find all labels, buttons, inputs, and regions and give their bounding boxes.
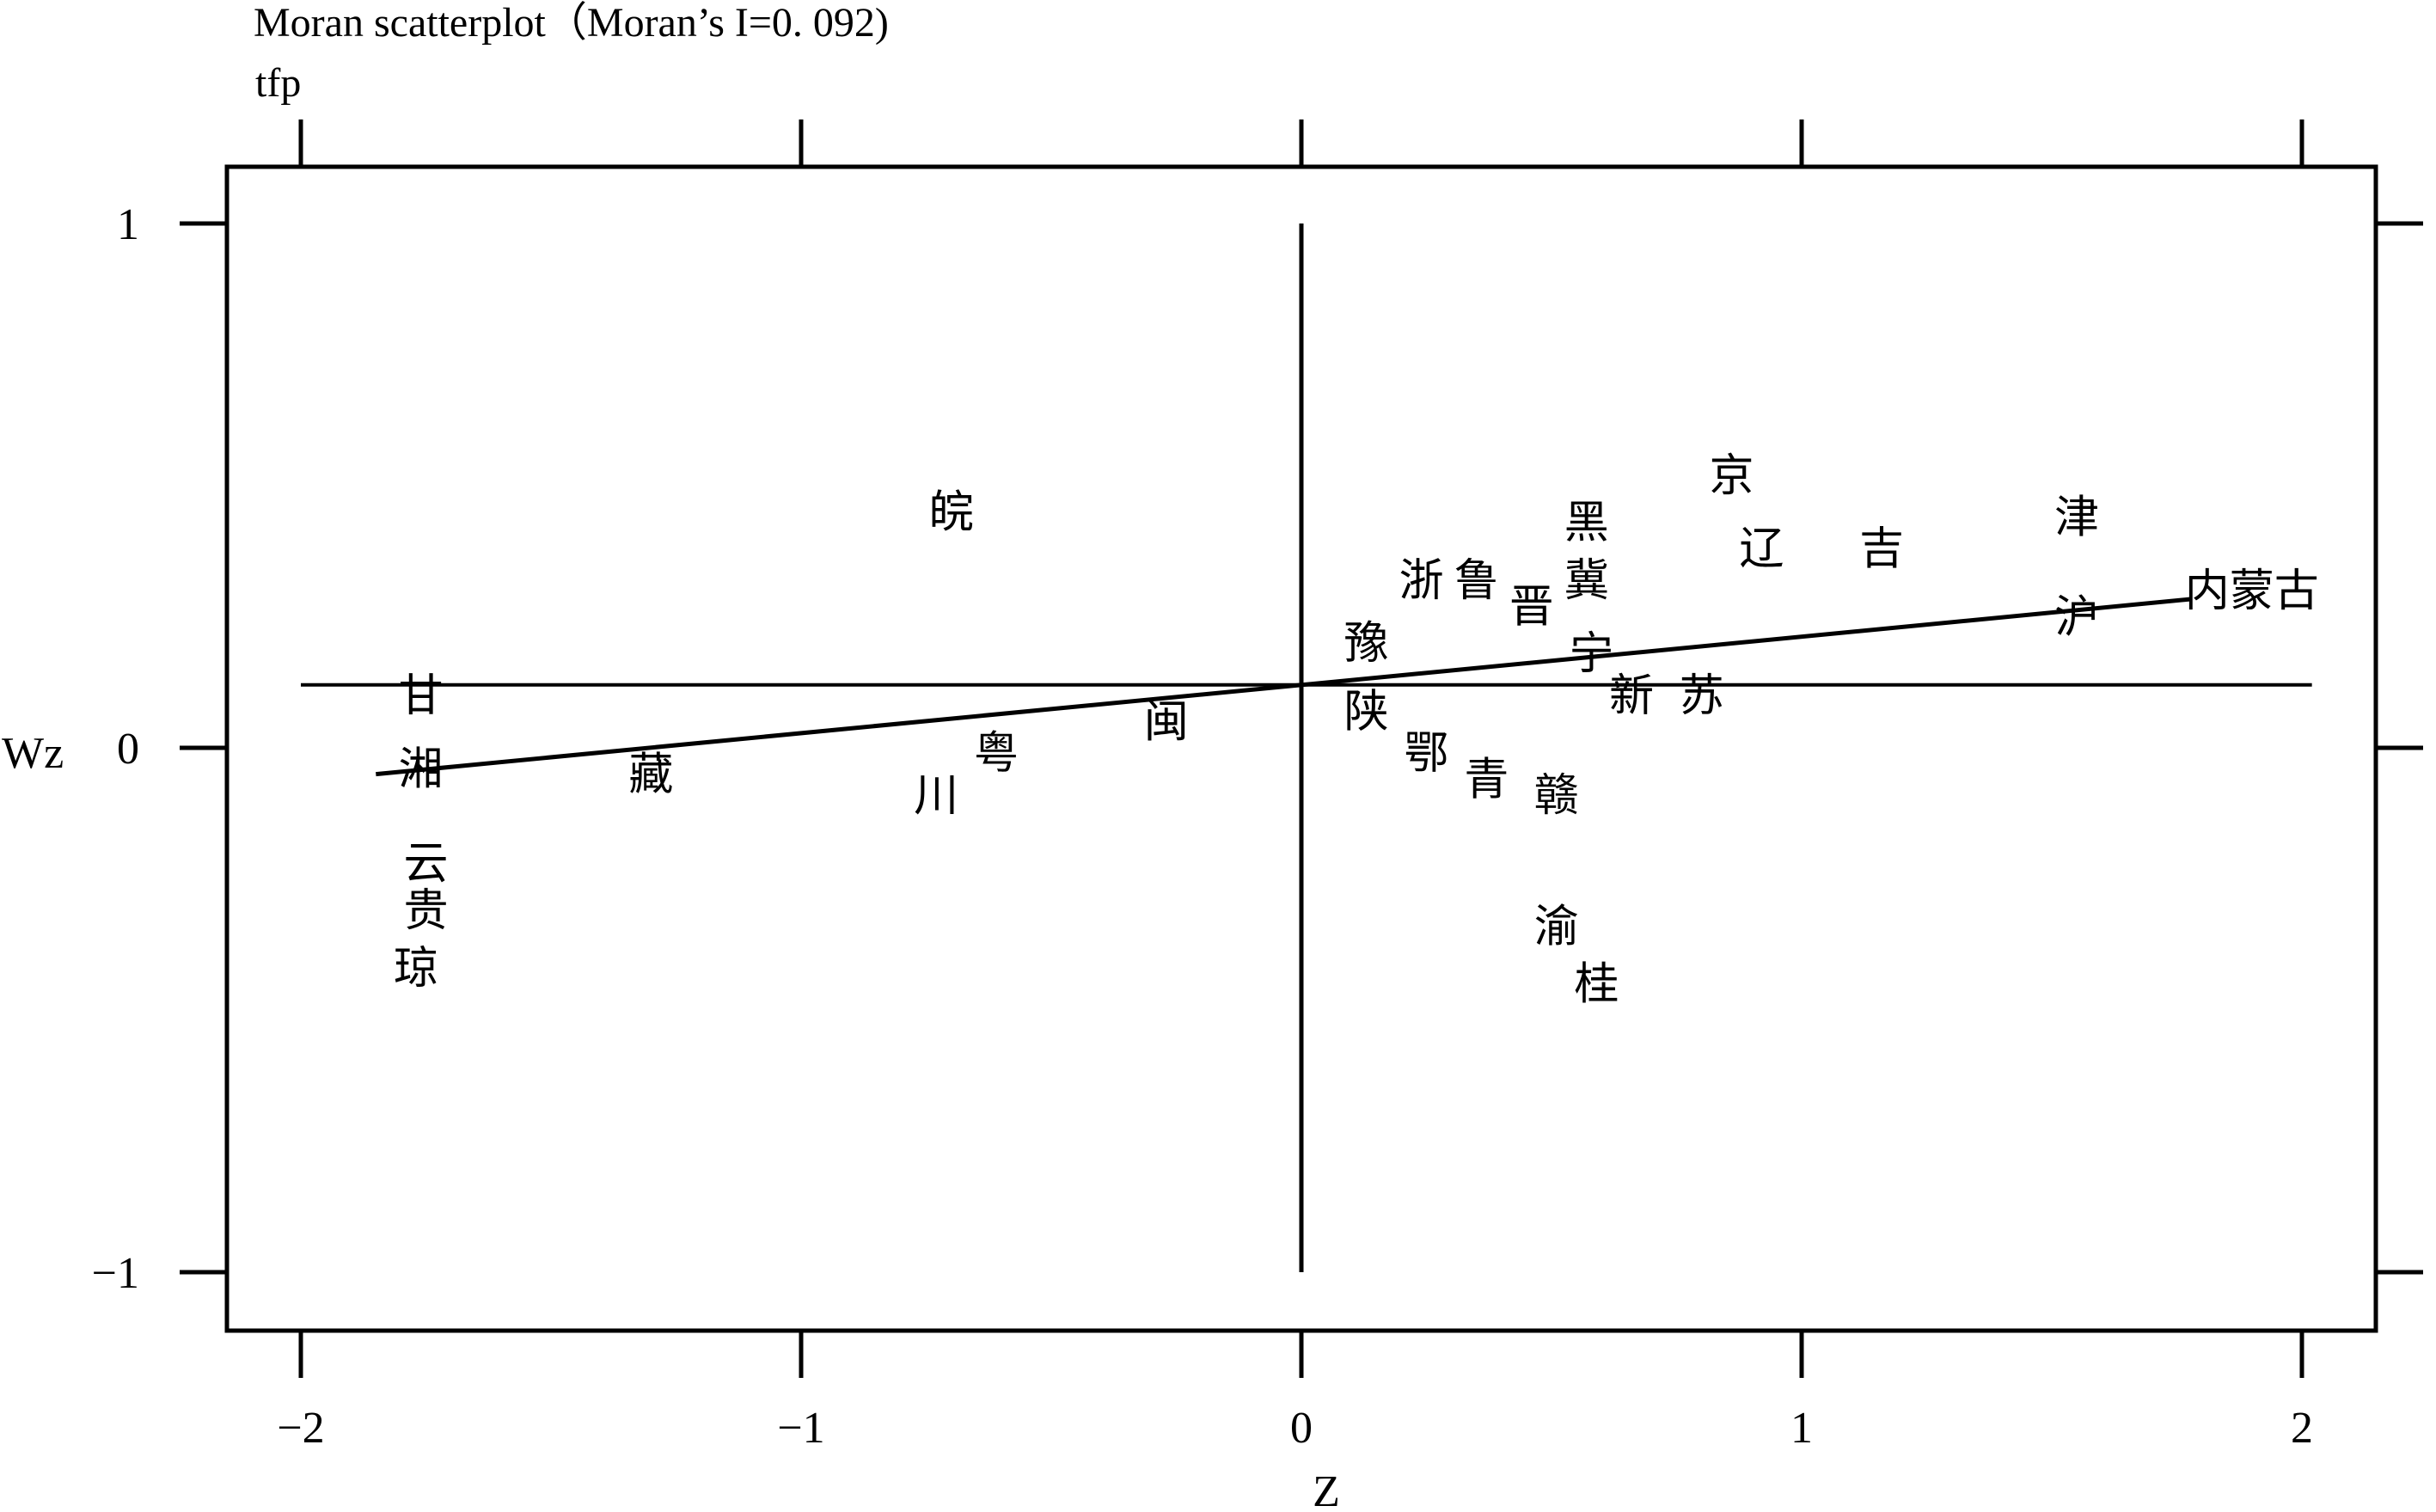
- x-tick-label: 2: [2291, 1404, 2313, 1453]
- point-label: 津: [2054, 493, 2099, 544]
- point-label: 晋: [1509, 581, 1554, 633]
- point-label: 京: [1710, 450, 1754, 502]
- point-label: 甘: [399, 670, 444, 722]
- point-label: 鲁: [1454, 555, 1499, 607]
- y-tick-label: −1: [92, 1249, 139, 1298]
- x-tick-label: 0: [1290, 1404, 1313, 1453]
- y-tick-label: 1: [117, 200, 139, 249]
- point-label: 粤: [974, 728, 1019, 780]
- point-label: 青: [1464, 755, 1509, 806]
- point-label: 吉: [1859, 523, 1904, 575]
- x-tick-label: −2: [277, 1404, 324, 1453]
- point-label: 辽: [1739, 523, 1784, 575]
- point-label: 苏: [1680, 670, 1724, 722]
- reference-lines: [301, 223, 2312, 1272]
- chart-subtitle: tfp: [255, 60, 301, 106]
- point-label: 川: [914, 770, 958, 822]
- axis-ticks: −2 −1 0 1 2 −1 0 1: [92, 119, 2423, 1453]
- point-label: 沪: [2054, 592, 2099, 644]
- point-label: 皖: [929, 487, 974, 539]
- point-label: 云: [403, 838, 448, 890]
- point-label: 鄂: [1404, 728, 1448, 780]
- point-label: 渝: [1534, 901, 1579, 952]
- point-label: 闽: [1144, 697, 1189, 749]
- fitted-line: [376, 597, 2193, 777]
- y-axis-label: Wz: [2, 729, 64, 778]
- point-label: 冀: [1564, 555, 1609, 607]
- point-label: 浙: [1399, 555, 1444, 607]
- point-label: 藏: [628, 750, 673, 801]
- point-label: 黑: [1564, 498, 1609, 549]
- x-tick-label: −1: [777, 1404, 824, 1453]
- y-tick-label: 0: [117, 725, 139, 774]
- x-tick-label: 1: [1790, 1404, 1813, 1453]
- point-label: 琼: [394, 943, 438, 995]
- point-label: 新: [1609, 670, 1654, 722]
- point-label: 内蒙古: [2185, 566, 2319, 617]
- point-label: 贵: [403, 885, 448, 937]
- point-label: 赣: [1534, 770, 1579, 822]
- point-label: 宁: [1570, 628, 1614, 680]
- chart-title: Moran scatterplot（Moran’s I=0. 092): [254, 0, 889, 46]
- point-label: 豫: [1344, 618, 1389, 670]
- x-axis-label: Z: [1313, 1467, 1340, 1512]
- point-label: 陕: [1344, 686, 1389, 738]
- point-label: 湘: [399, 744, 444, 795]
- point-label: 桂: [1574, 959, 1619, 1011]
